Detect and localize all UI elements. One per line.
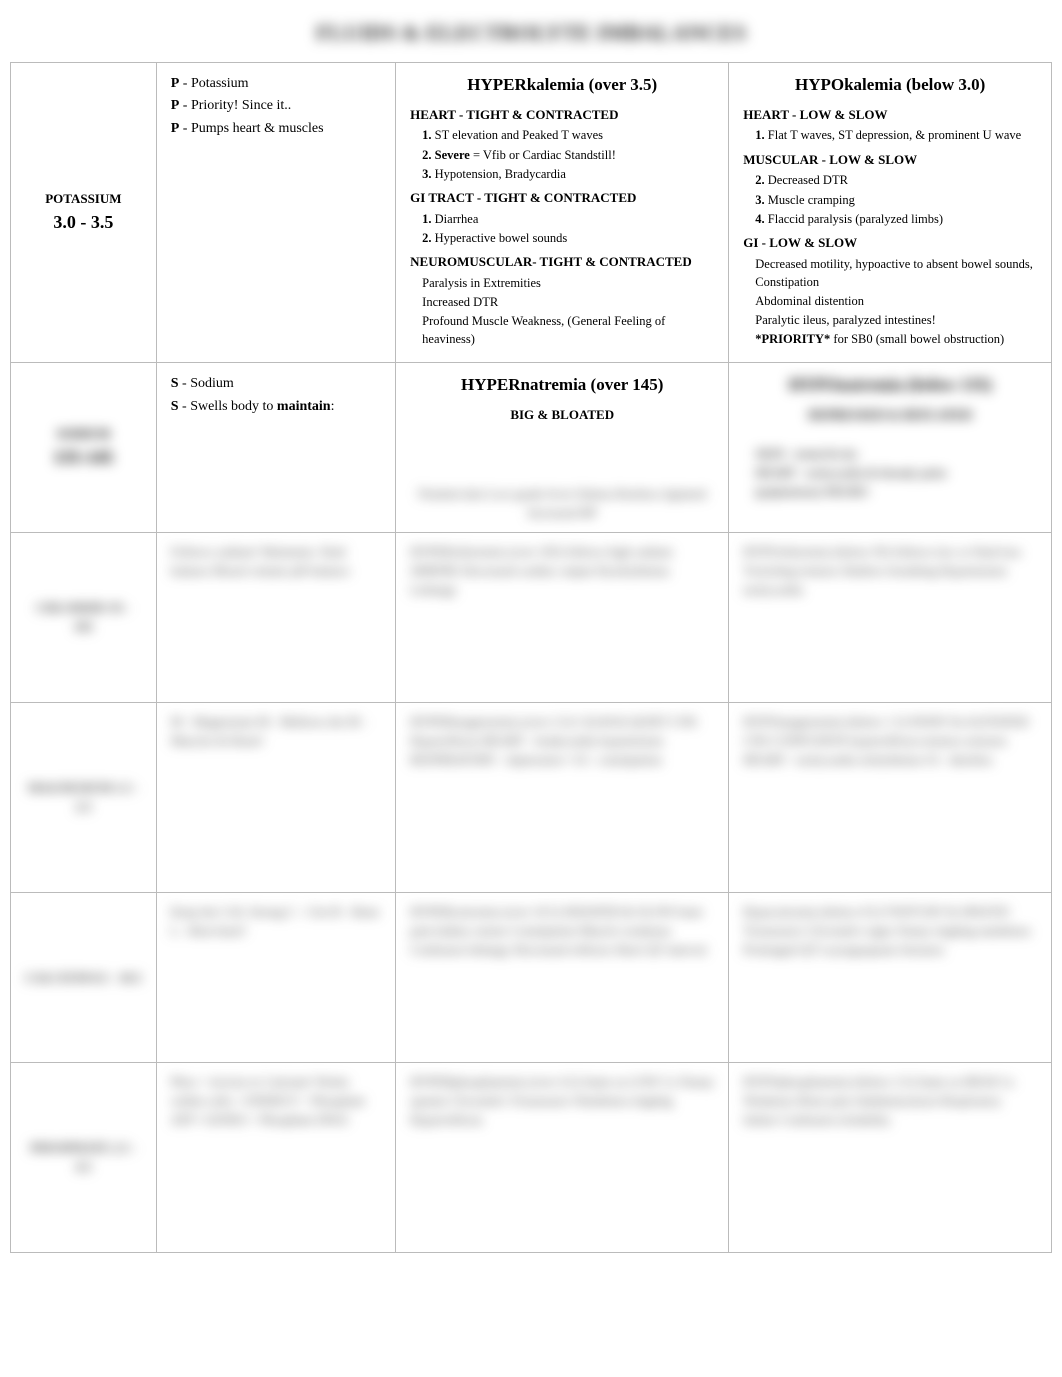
list-item: Abdominal distention <box>755 292 1037 310</box>
row-label-potassium: POTASSIUM 3.0 - 3.5 <box>11 63 157 363</box>
list-item: Paralysis in Extremities <box>422 274 714 292</box>
list-item: 2. Decreased DTR <box>755 171 1037 189</box>
hyper-cell: HYPERnatremia (over 145) BIG & BLOATED F… <box>396 363 729 533</box>
hyper-cell: HYPERkalemia (over 3.5) HEART - TIGHT & … <box>396 63 729 363</box>
hyper-title: HYPERkalemia (over 3.5) <box>410 73 714 98</box>
mnemonic-cell: M - Magnesium M - Mellows the M - Muscle… <box>156 703 395 893</box>
table-row: POTASSIUM 3.0 - 3.5 P - Potassium P - Pr… <box>11 63 1052 363</box>
list-item: Increased DTR <box>422 293 714 311</box>
page-title: FLUIDS & ELECTROLYTE IMBALANCES <box>10 20 1052 46</box>
hypo-cell: HYPOchloremia (below 95) follows low or … <box>729 533 1052 703</box>
row-label: MAGNESIUM 1.5 - 2.5 <box>11 703 157 893</box>
blurred-content: Flushed skin Low grade fever Edema Restl… <box>410 485 714 523</box>
row-label-sodium: SODIUM 135-145 <box>11 363 157 533</box>
list-item: 1. ST elevation and Peaked T waves <box>422 126 714 144</box>
electrolyte-name: POTASSIUM <box>25 190 142 209</box>
mnemonic-cell: Phos = inverse to Calcium! Works within … <box>156 1063 395 1253</box>
hyper-cell: HYPERcalcemia (over 10.5) SEDATED & SLOW… <box>396 893 729 1063</box>
hypo-title: HYPOnatremia (below 135) <box>743 373 1037 398</box>
list-item: 2. Severe = Vfib or Cardiac Standstill! <box>422 146 714 164</box>
mnemonic-cell: Follows sodium! Maintains: fluid balance… <box>156 533 395 703</box>
electrolyte-range: 135-145 <box>25 444 142 470</box>
hypo-title: HYPOkalemia (below 3.0) <box>743 73 1037 98</box>
electrolyte-range: 3.0 - 3.5 <box>25 209 142 235</box>
row-label: CALCIUM 8.5 - 10.5 <box>11 893 157 1063</box>
section-head: HEART - TIGHT & CONTRACTED <box>410 106 714 125</box>
table-row: CHLORIDE 95 - 105 Follows sodium! Mainta… <box>11 533 1052 703</box>
hyper-cell: HYPERphosphatemia (over 4.5) Same as LOW… <box>396 1063 729 1253</box>
table-row: CALCIUM 8.5 - 10.5 Keep the CAL Strong C… <box>11 893 1052 1063</box>
hypo-cell: HYPOphosphatemia (below 2.5) Same as HIG… <box>729 1063 1052 1253</box>
hyper-title: HYPERnatremia (over 145) <box>410 373 714 398</box>
hyper-cell: HYPERchloremia (over 105) follows high s… <box>396 533 729 703</box>
section-head: GI - LOW & SLOW <box>743 234 1037 253</box>
mnemonic-line: S - Sodium <box>171 373 381 395</box>
section-head: GI TRACT - TIGHT & CONTRACTED <box>410 189 714 208</box>
list-item: Decreased motility, hypoactive to absent… <box>755 255 1037 291</box>
hyper-cell: HYPERmagnesemia (over 2.5) CALM & QUIET … <box>396 703 729 893</box>
electrolyte-name: SODIUM <box>25 425 142 444</box>
list-item: 4. Flaccid paralysis (paralyzed limbs) <box>755 210 1037 228</box>
mnemonic-line: P - Priority! Since it.. <box>171 95 381 117</box>
section-head: HEART - LOW & SLOW <box>743 106 1037 125</box>
hypo-cell: Hypocalcemia (below 8.5) TWITCHY & SPAST… <box>729 893 1052 1063</box>
sub-header: DEPRESSED & DEFLATED <box>743 406 1037 425</box>
list-item: Profound Muscle Weakness, (General Feeli… <box>422 312 714 348</box>
hypo-cell: HYPOkalemia (below 3.0) HEART - LOW & SL… <box>729 63 1052 363</box>
section-head: MUSCULAR - LOW & SLOW <box>743 151 1037 170</box>
hypo-cell: HYPOnatremia (below 135) DEPRESSED & DEF… <box>729 363 1052 533</box>
electrolyte-table: POTASSIUM 3.0 - 3.5 P - Potassium P - Pr… <box>10 62 1052 1253</box>
mnemonic-cell: Keep the CAL Strong C - Clot B - Bone L … <box>156 893 395 1063</box>
list-item: 1. Diarrhea <box>422 210 714 228</box>
sub-header: BIG & BLOATED <box>410 406 714 425</box>
mnemonic-line: P - Pumps heart & muscles <box>171 118 381 140</box>
mnemonic-cell: P - Potassium P - Priority! Since it.. P… <box>156 63 395 363</box>
mnemonic-cell: S - Sodium S - Swells body to maintain: <box>156 363 395 533</box>
mnemonic-line: S - Swells body to maintain: <box>171 396 381 418</box>
hypo-cell: HYPOmagnesemia (below 1.5) NOISY & AGITA… <box>729 703 1052 893</box>
row-label: PHOSPHATE 2.5 - 4.5 <box>11 1063 157 1253</box>
list-item: 3. Muscle cramping <box>755 191 1037 209</box>
table-row: MAGNESIUM 1.5 - 2.5 M - Magnesium M - Me… <box>11 703 1052 893</box>
row-label: CHLORIDE 95 - 105 <box>11 533 157 703</box>
list-item: *PRIORITY* for SB0 (small bowel obstruct… <box>755 330 1037 348</box>
list-item: 1. Flat T waves, ST depression, & promin… <box>755 126 1037 144</box>
table-row: SODIUM 135-145 S - Sodium S - Swells bod… <box>11 363 1052 533</box>
list-item: 2. Hyperactive bowel sounds <box>422 229 714 247</box>
list-item: Paralytic ileus, paralyzed intestines! <box>755 311 1037 329</box>
list-item: 3. Hypotension, Bradycardia <box>422 165 714 183</box>
section-head: NEUROMUSCULAR- TIGHT & CONTRACTED <box>410 253 714 272</box>
table-row: PHOSPHATE 2.5 - 4.5 Phos = inverse to Ca… <box>11 1063 1052 1253</box>
mnemonic-line: P - Potassium <box>171 73 381 95</box>
